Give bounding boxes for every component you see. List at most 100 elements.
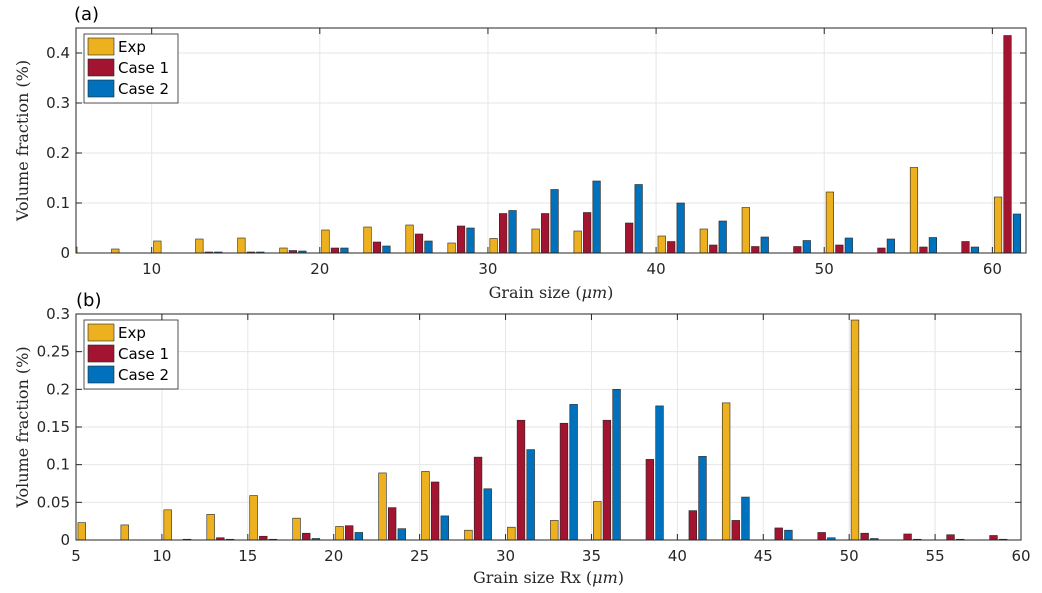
x-tick-label: 55 <box>926 547 945 565</box>
x-axis-label: Grain size (μm) <box>489 283 614 302</box>
bar <box>345 525 354 541</box>
bar <box>919 246 928 254</box>
bar <box>835 244 844 254</box>
legend: Exp Case 1 Case 2 <box>83 33 179 104</box>
bar <box>302 532 311 541</box>
bar <box>363 226 372 254</box>
bar <box>447 242 456 254</box>
bar-series-1 <box>216 419 998 541</box>
x-tick-label: 40 <box>647 260 666 278</box>
y-tick-label: 0.4 <box>46 44 70 62</box>
bar <box>569 404 578 541</box>
bar <box>657 235 666 254</box>
panel-label: (a) <box>74 4 99 25</box>
bar <box>784 529 793 541</box>
bar <box>414 233 424 254</box>
bar <box>466 227 475 254</box>
legend-swatch <box>87 79 115 98</box>
x-tick-label: 50 <box>815 260 834 278</box>
y-tick-label: 0.2 <box>46 380 70 398</box>
panel-b: 5 10 15 20 25 30 35 40 45 50 55 60 0 0.05 0.1 0.15 0.2 0.… <box>13 290 1031 587</box>
bar <box>335 526 344 541</box>
bar <box>645 459 655 541</box>
legend-label: Case 1 <box>118 59 169 77</box>
x-tick-label: 10 <box>142 260 161 278</box>
bar <box>206 514 215 541</box>
legend-swatch <box>87 344 115 363</box>
bar <box>387 507 397 541</box>
bar <box>489 238 498 254</box>
bar-series-0 <box>77 319 860 541</box>
bar <box>483 488 492 541</box>
bar <box>120 524 129 541</box>
x-tick-label: 20 <box>310 260 329 278</box>
bar <box>946 534 955 541</box>
bar <box>903 533 912 541</box>
bar <box>802 240 811 254</box>
y-tick-label: 0.3 <box>46 305 70 323</box>
bar <box>886 238 895 254</box>
bar <box>430 481 440 541</box>
bar <box>850 319 860 541</box>
bar <box>817 532 826 541</box>
bar <box>330 247 340 254</box>
bar <box>573 230 582 254</box>
legend: Exp Case 1 Case 2 <box>83 319 179 390</box>
bar <box>526 449 535 541</box>
legend-swatch <box>87 58 115 77</box>
bar <box>698 456 707 541</box>
bar <box>378 472 387 541</box>
bar <box>751 246 760 254</box>
bar <box>602 419 612 541</box>
x-tick-label: 30 <box>496 547 515 565</box>
bar <box>877 247 886 254</box>
legend-swatch <box>87 37 115 56</box>
y-tick-label: 0.1 <box>46 456 70 474</box>
bar <box>1003 35 1012 254</box>
bar <box>507 526 516 541</box>
bar <box>970 246 980 254</box>
bar <box>456 225 466 254</box>
x-tick-label: 60 <box>1011 547 1030 565</box>
y-tick-label: 0.3 <box>46 94 70 112</box>
bar <box>77 522 86 541</box>
bar <box>928 237 937 254</box>
bar-series-2 <box>214 180 1022 254</box>
bar <box>516 419 526 541</box>
x-tick-label: 20 <box>324 547 343 565</box>
bar <box>909 167 919 254</box>
bar <box>372 241 382 254</box>
legend-label: Case 1 <box>118 345 169 363</box>
bar <box>550 189 559 254</box>
bar <box>1012 213 1022 254</box>
bar <box>793 246 802 254</box>
y-tick-label: 0.1 <box>46 194 70 212</box>
bar <box>508 210 517 254</box>
x-tick-label: 10 <box>152 547 171 565</box>
bar <box>625 222 634 254</box>
legend-label: Exp <box>118 38 146 56</box>
bar <box>397 528 406 541</box>
legend-swatch <box>87 365 115 384</box>
bar <box>760 236 769 254</box>
bar <box>421 471 430 541</box>
bar <box>354 532 364 541</box>
x-tick-label: 15 <box>238 547 257 565</box>
bar <box>473 456 483 541</box>
panel-label: (b) <box>76 290 101 311</box>
bar <box>667 241 676 254</box>
bar <box>292 517 301 541</box>
bar <box>741 207 750 254</box>
legend-label: Case 2 <box>118 80 169 98</box>
x-tick-label: 50 <box>840 547 859 565</box>
bar <box>825 191 834 254</box>
x-tick-label: 35 <box>582 547 601 565</box>
x-tick-label: 30 <box>478 260 497 278</box>
bar <box>741 496 750 541</box>
bar <box>655 405 664 541</box>
bar <box>340 247 349 254</box>
axes-box <box>75 27 1027 254</box>
bar <box>498 213 508 254</box>
bar <box>153 240 162 254</box>
